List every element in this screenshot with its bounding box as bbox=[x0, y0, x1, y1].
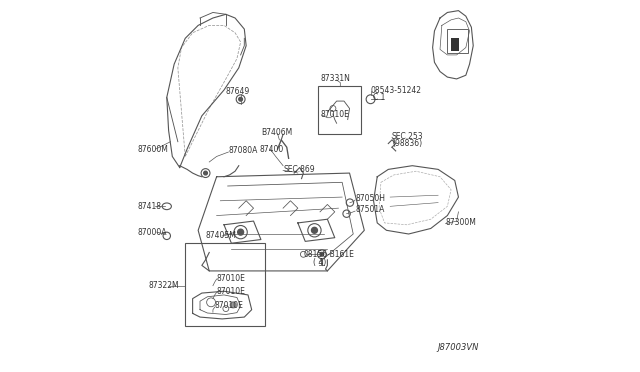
Text: 87010E: 87010E bbox=[216, 274, 246, 283]
Text: ( 4): ( 4) bbox=[314, 258, 326, 267]
Text: 87080A: 87080A bbox=[228, 147, 258, 155]
Text: J87003VN: J87003VN bbox=[437, 343, 479, 352]
Text: 87000A: 87000A bbox=[137, 228, 167, 237]
Text: 87418: 87418 bbox=[137, 202, 161, 211]
Text: 87600M: 87600M bbox=[137, 145, 168, 154]
Text: 87010E: 87010E bbox=[216, 287, 246, 296]
Text: 87010E: 87010E bbox=[215, 301, 244, 311]
Text: B7406M: B7406M bbox=[261, 128, 292, 137]
Text: 87010E: 87010E bbox=[321, 109, 349, 119]
Text: (98836): (98836) bbox=[392, 139, 422, 148]
Text: 87300M: 87300M bbox=[445, 218, 476, 227]
Circle shape bbox=[237, 229, 244, 235]
Text: 87405M: 87405M bbox=[205, 231, 236, 240]
Bar bbox=[451, 38, 459, 51]
Text: 87400: 87400 bbox=[259, 145, 284, 154]
Bar bbox=[185, 243, 264, 326]
Circle shape bbox=[230, 302, 236, 308]
Text: 08156-B161E: 08156-B161E bbox=[303, 250, 355, 259]
Circle shape bbox=[320, 253, 324, 256]
Circle shape bbox=[312, 227, 317, 233]
Bar bbox=[447, 29, 468, 53]
Text: 87501A: 87501A bbox=[355, 205, 385, 215]
Text: 87331N: 87331N bbox=[321, 74, 351, 83]
Text: SEC.869: SEC.869 bbox=[283, 165, 315, 174]
Text: 87649: 87649 bbox=[226, 87, 250, 96]
Circle shape bbox=[239, 97, 243, 101]
Text: 87050H: 87050H bbox=[355, 195, 385, 203]
Bar bbox=[318, 86, 360, 134]
Circle shape bbox=[204, 171, 207, 175]
Text: 87322M: 87322M bbox=[148, 281, 179, 290]
Text: 08543-51242: 08543-51242 bbox=[371, 86, 422, 94]
Text: C 1: C 1 bbox=[373, 93, 385, 102]
Text: SEC.253: SEC.253 bbox=[392, 132, 424, 141]
